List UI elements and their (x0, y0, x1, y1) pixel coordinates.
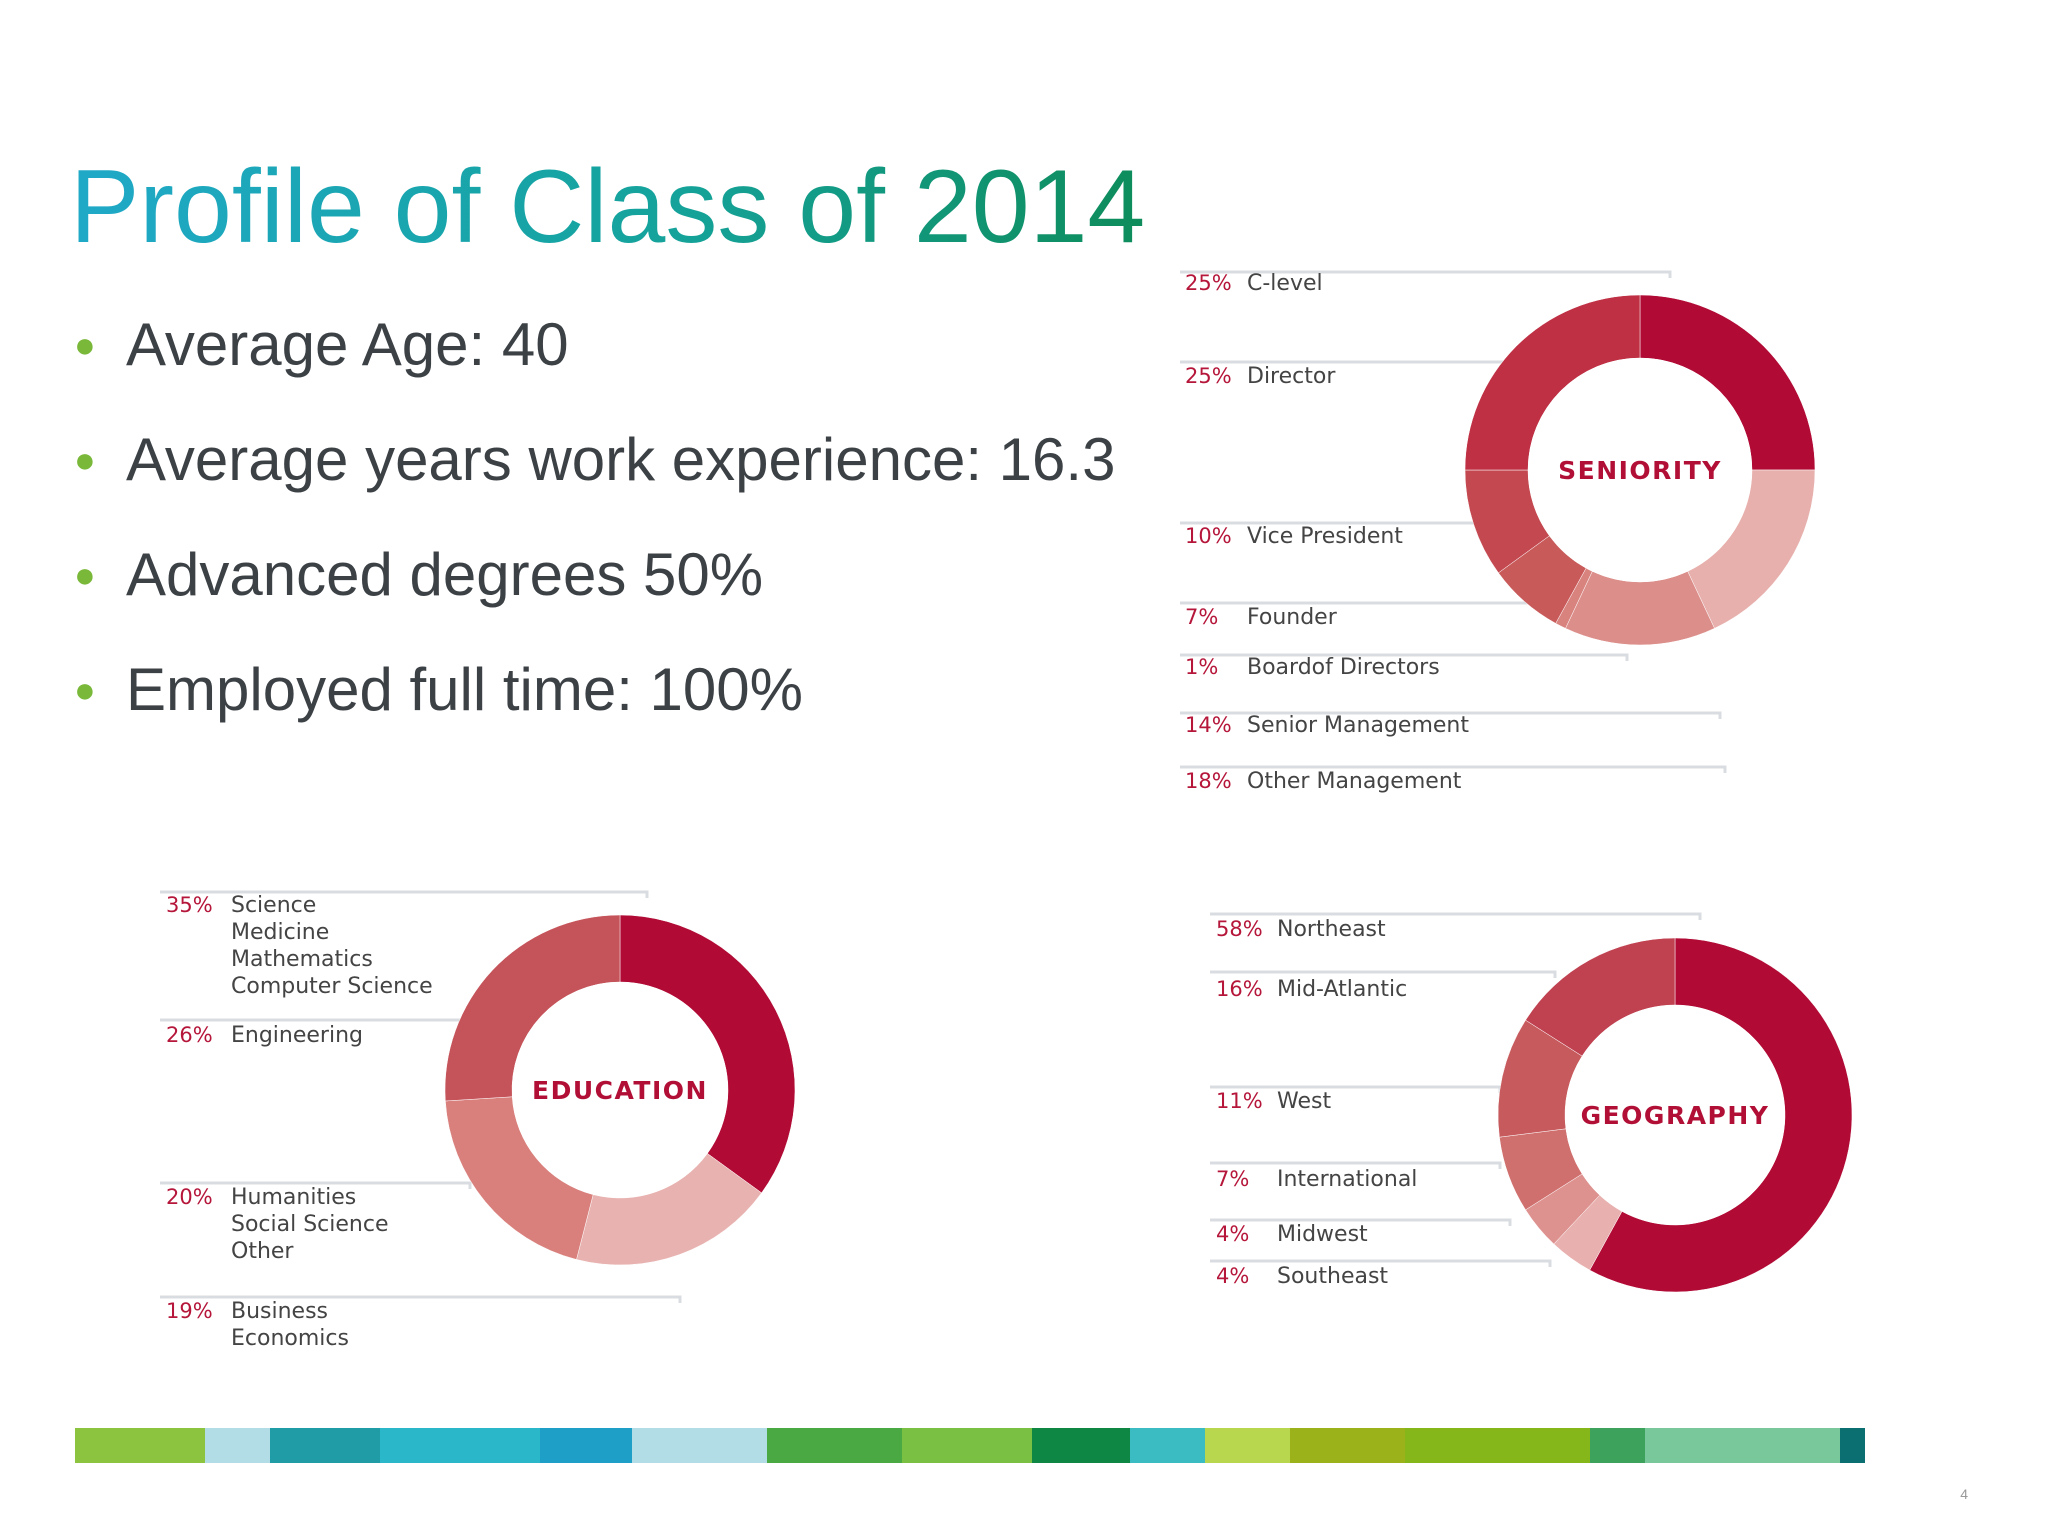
slice-category-label: Mid-Atlantic (1277, 977, 1407, 1002)
leader-line (1180, 270, 1672, 278)
slice-percent-label: 10% (1185, 524, 1232, 548)
slice-percent-label: 26% (166, 1023, 213, 1047)
slice-percent-label: 7% (1185, 605, 1218, 629)
slice-category-label: Southeast (1277, 1264, 1388, 1289)
slice-category-label: Other (231, 1239, 294, 1264)
bullet-text: Average years work experience: 16.3 (126, 426, 1116, 493)
leader-line (1180, 653, 1629, 661)
slice-percent-label: 35% (166, 893, 213, 917)
slice-category-label: Science (231, 893, 316, 918)
footer-color-segment (1130, 1428, 1205, 1463)
bullet-dot-icon: ● (74, 324, 96, 365)
bullet-text: Average Age: 40 (126, 311, 569, 378)
footer-color-segment (902, 1428, 1032, 1463)
slice-category-label: Senior Management (1247, 713, 1469, 738)
slice-percent-label: 25% (1185, 364, 1232, 388)
slice-category-label: Economics (231, 1326, 349, 1351)
leader-line (160, 1295, 682, 1303)
slice-percent-label: 14% (1185, 713, 1232, 737)
slice-category-label: West (1277, 1089, 1331, 1114)
slice-category-label: Northeast (1277, 917, 1386, 942)
footer-color-segment (1590, 1428, 1645, 1463)
slice-category-label: Founder (1247, 605, 1338, 630)
footer-color-segment (1645, 1428, 1840, 1463)
slice-percent-label: 4% (1216, 1264, 1249, 1288)
slice-percent-label: 20% (166, 1185, 213, 1209)
slice-category-label: Social Science (231, 1212, 389, 1237)
leader-line (1210, 1218, 1512, 1226)
slice-percent-label: 1% (1185, 655, 1218, 679)
slice-category-label: Engineering (231, 1023, 363, 1048)
slice-percent-label: 7% (1216, 1167, 1249, 1191)
slice-category-label: Humanities (231, 1185, 356, 1210)
leader-line (1210, 970, 1557, 978)
bullet-list: ● Average Age: 40 ● Average years work exp… (70, 305, 1115, 765)
slice-percent-label: 18% (1185, 769, 1232, 793)
bullet-item: ● Average years work experience: 16.3 (70, 420, 1115, 535)
footer-color-segment (540, 1428, 632, 1463)
seniority-donut-chart: SENIORITY 25% C-level 25% Director 10% Vice Pr… (1180, 270, 1816, 794)
leader-line (1180, 765, 1727, 773)
leader-line (1180, 601, 1562, 609)
footer-color-segment (270, 1428, 380, 1463)
leader-line (1210, 1161, 1502, 1169)
footer-color-segment (1205, 1428, 1290, 1463)
slice-category-label: Medicine (231, 920, 329, 945)
leader-line (160, 890, 649, 898)
seniority-slice-2 (1565, 571, 1715, 646)
education-center-title: EDUCATION (532, 1076, 708, 1105)
donut-hole (1565, 1005, 1785, 1225)
leader-line (1210, 1259, 1552, 1267)
slice-percent-label: 16% (1216, 977, 1263, 1001)
page-number: 4 (1960, 1486, 1968, 1502)
slice-category-label: Business (231, 1299, 328, 1324)
footer-color-segment (1405, 1428, 1590, 1463)
footer-color-segment (205, 1428, 270, 1463)
education-donut-chart: EDUCATION 35% ScienceMedicineMathematicsCo… (160, 890, 796, 1351)
leader-line (1210, 912, 1702, 920)
footer-color-segment (1290, 1428, 1405, 1463)
slice-percent-label: 11% (1216, 1089, 1263, 1113)
donut-hole (512, 982, 728, 1198)
slice-percent-label: 4% (1216, 1222, 1249, 1246)
donut-hole (1528, 358, 1752, 582)
bullet-item: ● Average Age: 40 (70, 305, 1115, 420)
slice-category-label: Director (1247, 364, 1336, 389)
footer-color-segment (75, 1428, 205, 1463)
slice-category-label: C-level (1247, 271, 1323, 296)
bullet-item: ● Advanced degrees 50% (70, 535, 1115, 650)
bullet-item: ● Employed full time: 100% (70, 650, 1115, 765)
bullet-dot-icon: ● (74, 439, 96, 480)
slice-category-label: Midwest (1277, 1222, 1368, 1247)
leader-line (160, 1181, 472, 1189)
geography-donut-chart: GEOGRAPHY 58% Northeast 16% Mid-Atlantic 11% W… (1210, 912, 1853, 1293)
footer-color-segment (767, 1428, 902, 1463)
bullet-dot-icon: ● (74, 669, 96, 710)
slice-category-label: Computer Science (231, 974, 433, 999)
footer-color-segment (1840, 1428, 1865, 1463)
slide-title: Profile of Class of 2014 (70, 149, 1146, 265)
footer-color-segment (1032, 1428, 1130, 1463)
slice-category-label: International (1277, 1167, 1417, 1192)
slice-category-label: Vice President (1247, 524, 1403, 549)
slice-percent-label: 58% (1216, 917, 1263, 941)
slice-category-label: Mathematics (231, 947, 373, 972)
slice-percent-label: 25% (1185, 271, 1232, 295)
bullet-text: Employed full time: 100% (126, 656, 803, 723)
footer-color-segment (380, 1428, 540, 1463)
slice-category-label: Boardof Directors (1247, 655, 1440, 680)
bullet-dot-icon: ● (74, 554, 96, 595)
footer-color-segment (632, 1428, 767, 1463)
leader-line (1180, 360, 1532, 368)
geography-center-title: GEOGRAPHY (1581, 1101, 1770, 1130)
footer-color-bar (75, 1428, 1973, 1463)
leader-line (1180, 711, 1722, 719)
seniority-center-title: SENIORITY (1558, 456, 1722, 485)
slice-category-label: Other Management (1247, 769, 1462, 794)
bullet-text: Advanced degrees 50% (126, 541, 764, 608)
slice-percent-label: 19% (166, 1299, 213, 1323)
